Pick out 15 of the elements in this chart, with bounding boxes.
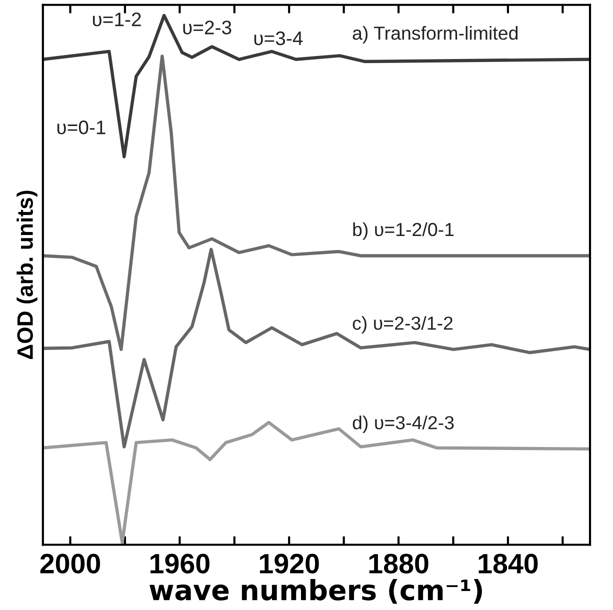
x-tick-label: 2000	[40, 554, 100, 574]
series-label: c) υ=2-3/1-2	[352, 316, 453, 334]
annotation: υ=1-2	[92, 12, 141, 26]
x-axis-title: wave numbers (cm⁻¹)	[150, 578, 482, 604]
x-tick-label: 1920	[260, 554, 319, 574]
x-tick-label: 1840	[478, 554, 538, 574]
x-tick-label: 1960	[150, 554, 210, 574]
annotation: υ=0-1	[57, 120, 106, 134]
y-axis-title: ΔOD (arb. units)	[16, 190, 38, 360]
series-label: b) υ=1-2/0-1	[353, 222, 454, 240]
x-tick-label: 1880	[369, 554, 428, 574]
series-label: a) Transform-limited	[352, 26, 518, 44]
annotation: υ=2-3	[183, 20, 232, 34]
series-label: d) υ=3-4/2-3	[352, 416, 454, 434]
annotation: υ=3-4	[254, 31, 303, 46]
